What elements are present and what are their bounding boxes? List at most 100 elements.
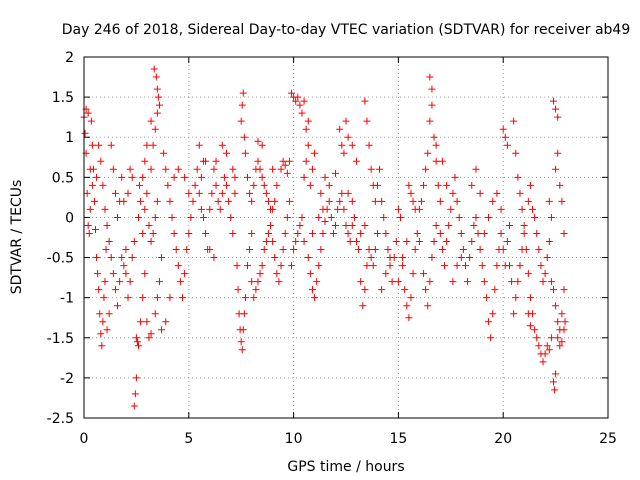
data-point: [216, 205, 224, 213]
data-point: [285, 157, 293, 165]
data-point: [505, 262, 513, 270]
data-point: [543, 254, 551, 262]
data-point: [550, 97, 558, 105]
data-point: [256, 270, 264, 278]
data-point: [516, 262, 524, 270]
data-point: [223, 181, 231, 189]
data-point: [181, 173, 189, 181]
data-point: [300, 238, 308, 246]
y-tick-label: 1.5: [52, 90, 74, 106]
data-point: [415, 238, 423, 246]
data-point: [218, 189, 226, 197]
data-point: [273, 181, 281, 189]
data-point: [292, 238, 300, 246]
data-point: [428, 101, 436, 109]
data-point: [308, 165, 316, 173]
y-tick-label: 0: [65, 210, 74, 226]
data-point: [95, 141, 103, 149]
data-point: [373, 181, 381, 189]
data-point: [283, 169, 291, 177]
data-point: [170, 173, 178, 181]
data-point: [132, 334, 140, 342]
data-point: [315, 262, 323, 270]
data-point: [85, 229, 93, 237]
data-point: [432, 221, 440, 229]
data-point: [183, 246, 191, 254]
x-tick-label: 5: [184, 431, 193, 447]
data-point: [420, 181, 428, 189]
data-point: [206, 205, 214, 213]
data-point: [246, 246, 254, 254]
data-point: [283, 213, 291, 221]
data-point: [478, 262, 486, 270]
y-tick-label: 0.5: [52, 170, 74, 186]
data-point: [202, 229, 210, 237]
data-point: [340, 205, 348, 213]
data-point: [426, 278, 434, 286]
data-point: [520, 221, 528, 229]
data-point: [399, 254, 407, 262]
data-point: [212, 181, 220, 189]
data-point: [114, 302, 122, 310]
data-point: [363, 262, 371, 270]
data-point: [480, 278, 488, 286]
data-point: [524, 310, 532, 318]
data-point: [147, 330, 155, 338]
data-point: [145, 221, 153, 229]
data-point: [485, 318, 493, 326]
data-point: [554, 318, 562, 326]
data-point: [545, 238, 553, 246]
data-point: [332, 169, 340, 177]
data-point: [93, 173, 101, 181]
data-point: [432, 141, 440, 149]
data-point: [474, 229, 482, 237]
y-tick-label: -1.5: [47, 331, 74, 347]
data-point: [240, 310, 248, 318]
data-point: [269, 238, 277, 246]
data-point: [321, 217, 329, 225]
data-point: [382, 229, 390, 237]
data-point: [296, 221, 304, 229]
data-point: [239, 89, 247, 97]
data-point: [137, 318, 145, 326]
data-point: [158, 326, 166, 334]
data-point: [529, 205, 537, 213]
data-point: [531, 326, 539, 334]
data-point: [491, 286, 499, 294]
data-point: [552, 165, 560, 173]
data-point: [147, 117, 155, 125]
data-point: [139, 294, 147, 302]
data-point: [459, 246, 467, 254]
data-point: [461, 262, 469, 270]
data-point: [317, 189, 325, 197]
data-point: [218, 141, 226, 149]
data-point: [487, 334, 495, 342]
data-point: [453, 262, 461, 270]
data-point: [485, 213, 493, 221]
data-point: [512, 149, 520, 157]
data-point: [277, 262, 285, 270]
data-point: [83, 189, 91, 197]
data-point: [348, 221, 356, 229]
data-point: [155, 101, 163, 109]
data-point: [87, 117, 95, 125]
data-point: [160, 149, 168, 157]
data-point: [524, 270, 532, 278]
data-point: [304, 117, 312, 125]
data-point: [510, 117, 518, 125]
data-point: [145, 334, 153, 342]
data-point: [457, 254, 465, 262]
data-point: [344, 229, 352, 237]
data-point: [541, 270, 549, 278]
data-point: [403, 302, 411, 310]
data-point: [118, 173, 126, 181]
data-point: [409, 270, 417, 278]
data-point: [367, 165, 375, 173]
data-point: [348, 197, 356, 205]
data-point: [174, 262, 182, 270]
data-point: [336, 125, 344, 133]
data-point: [248, 197, 256, 205]
data-point: [229, 165, 237, 173]
data-point: [248, 278, 256, 286]
data-point: [451, 173, 459, 181]
